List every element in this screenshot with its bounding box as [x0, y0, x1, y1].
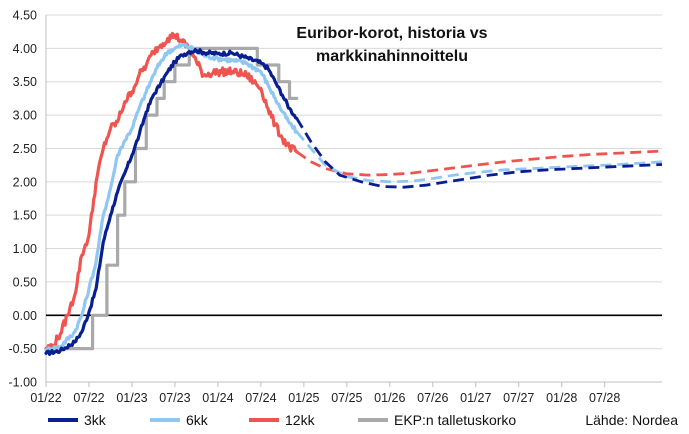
y-tick-label: 4.50 [13, 9, 37, 23]
x-tick-label: 07/22 [73, 391, 104, 405]
legend-label-6kk: 6kk [186, 412, 209, 428]
chart-title-line-1: Euribor-korot, historia vs [296, 25, 487, 42]
x-tick-label: 07/23 [159, 391, 190, 405]
y-tick-label: 1.00 [13, 242, 37, 256]
x-tick-labels: 01/22 07/22 01/23 07/23 01/24 07/24 01/25 07/25… [30, 391, 620, 405]
x-tick-label: 07/25 [331, 391, 362, 405]
x-tick-label: 01/23 [116, 391, 147, 405]
y-tick-label: 3.50 [13, 75, 37, 89]
series-3kk-forecast [295, 117, 663, 189]
axes [45, 15, 662, 387]
series-3kk-history [44, 48, 299, 356]
x-tick-label: 01/27 [460, 391, 491, 405]
y-tick-label: 1.50 [13, 209, 37, 223]
x-tick-label: 07/28 [589, 391, 620, 405]
series-12kk-history [44, 31, 299, 351]
y-tick-label: 2.50 [13, 142, 37, 156]
x-tick-label: 01/28 [546, 391, 577, 405]
x-tick-label: 01/25 [288, 391, 319, 405]
series-6kk-forecast [295, 130, 663, 184]
legend-label-ecb-rate: EKP:n talletuskorko [394, 412, 516, 428]
y-tick-label: -1.00 [9, 376, 38, 390]
x-tick-label: 07/27 [503, 391, 534, 405]
x-tick-label: 01/24 [202, 391, 233, 405]
y-tick-label: 0.50 [13, 275, 37, 289]
legend-label-12kk: 12kk [285, 412, 316, 428]
legend: 3kk 6kk 12kk EKP:n talletuskorko [48, 412, 516, 428]
source-label: Lähde: Nordea [585, 412, 678, 428]
x-tick-label: 07/24 [245, 391, 276, 405]
x-tick-label: 01/22 [30, 391, 61, 405]
y-tick-labels: 4.50 4.00 3.50 3.00 2.50 2.00 1.50 1.00 0.50 0.00… [9, 9, 38, 390]
chart-title-line-2: markkinahinnoittelu [316, 48, 468, 65]
series-6kk-history [44, 42, 299, 353]
x-tick-label: 01/26 [374, 391, 405, 405]
x-tick-label: 07/26 [417, 391, 448, 405]
grid-lines [46, 14, 662, 383]
y-tick-label: 3.00 [13, 109, 37, 123]
y-tick-label: -0.50 [9, 342, 38, 356]
series-12kk-forecast [295, 149, 663, 177]
series-lines [44, 31, 663, 356]
y-tick-label: 4.00 [13, 42, 37, 56]
legend-label-3kk: 3kk [84, 412, 107, 428]
y-tick-label: 0.00 [13, 309, 37, 323]
y-tick-label: 2.00 [13, 175, 37, 189]
